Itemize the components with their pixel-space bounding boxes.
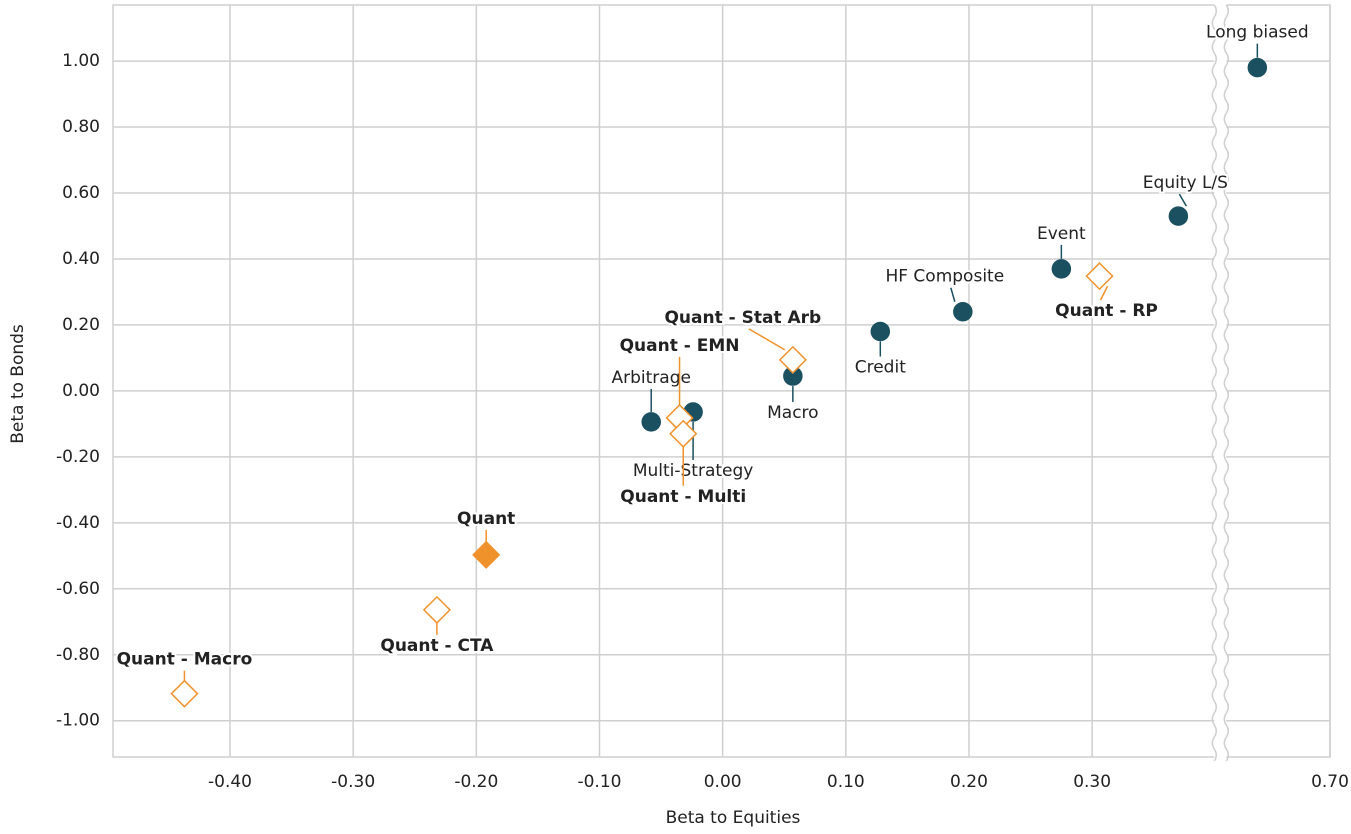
x-tick-label: -0.20	[454, 772, 498, 792]
point-label: Quant	[457, 509, 515, 529]
leader-line	[748, 328, 786, 351]
plot-frame	[112, 4, 1331, 758]
y-axis-title: Beta to Bonds	[8, 324, 28, 444]
point-label: Quant - Macro	[117, 650, 253, 670]
x-tick-label: 0.30	[1073, 772, 1111, 792]
point-label: Quant - EMN	[620, 336, 740, 356]
x-tick-label: -0.30	[331, 772, 375, 792]
leader-line	[950, 287, 956, 302]
point	[953, 301, 973, 322]
point-label: Quant - Multi	[620, 487, 746, 507]
x-axis-title: Beta to Equities	[666, 808, 801, 828]
point-label: Multi-Strategy	[633, 461, 754, 481]
point	[1247, 57, 1268, 78]
y-tick-label: -0.20	[56, 447, 100, 467]
point-label: Event	[1037, 224, 1086, 244]
y-tick-label: 0.60	[62, 183, 100, 203]
y-tick-label: 0.20	[62, 315, 100, 335]
y-tick-label: -0.80	[56, 645, 100, 665]
point-label: Long biased	[1206, 23, 1309, 43]
x-tick-label: 0.00	[704, 772, 742, 792]
point-label: Quant - CTA	[380, 636, 494, 656]
y-tick-label: -0.60	[56, 579, 100, 599]
y-tick-label: -0.40	[56, 513, 100, 533]
point	[422, 595, 451, 624]
point	[641, 412, 661, 432]
y-tick-label: 0.80	[62, 117, 100, 137]
point	[669, 419, 698, 448]
point	[472, 540, 501, 569]
y-tick-label: 0.00	[62, 381, 100, 401]
point	[778, 345, 807, 374]
y-tick-label: 1.00	[62, 51, 100, 71]
point	[1168, 206, 1189, 226]
x-tick-label: 0.20	[950, 772, 988, 792]
leader-line	[1099, 285, 1109, 301]
y-tick-label: 0.40	[62, 249, 100, 269]
x-tick-label: -0.40	[208, 772, 252, 792]
point	[1051, 259, 1072, 279]
point	[870, 321, 891, 342]
y-tick-label: -1.00	[56, 711, 100, 731]
point-label: Credit	[855, 358, 906, 378]
point-label: HF Composite	[885, 267, 1004, 287]
axis-break-gap	[1214, 3, 1227, 759]
axis-break-line	[1223, 4, 1230, 762]
leader-line	[1178, 193, 1188, 207]
point-label: Equity L/S	[1143, 173, 1228, 193]
point	[1085, 262, 1114, 291]
point-label: Macro	[767, 403, 818, 423]
point	[170, 679, 199, 708]
x-tick-label: 0.70	[1311, 772, 1349, 792]
x-tick-label: 0.10	[827, 772, 865, 792]
axis-break-line	[1211, 4, 1218, 762]
x-tick-label: -0.10	[577, 772, 621, 792]
point-label: Quant - RP	[1055, 301, 1158, 321]
point-label: Quant - Stat Arb	[664, 308, 821, 328]
